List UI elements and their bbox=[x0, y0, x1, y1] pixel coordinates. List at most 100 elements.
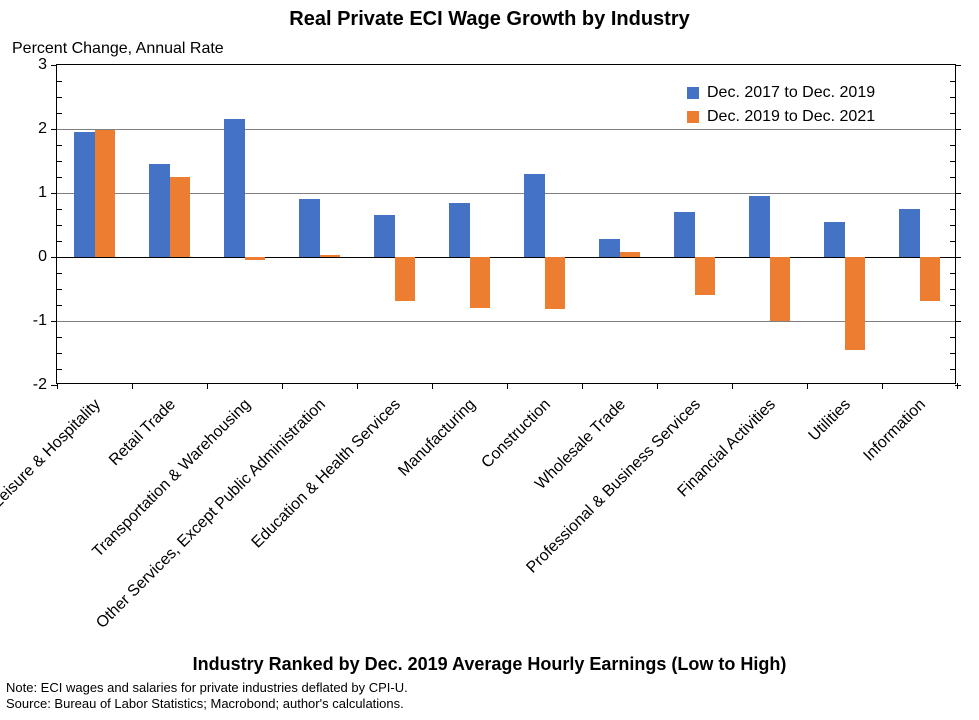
bar bbox=[899, 209, 920, 257]
y-tick bbox=[955, 193, 961, 194]
y-minor-tick bbox=[950, 161, 955, 162]
bar bbox=[524, 174, 545, 257]
y-minor-tick bbox=[950, 369, 955, 370]
y-minor-tick bbox=[950, 305, 955, 306]
bar bbox=[599, 239, 620, 257]
y-minor-tick bbox=[57, 337, 62, 338]
x-category-label: Leisure & Hospitality bbox=[0, 396, 104, 512]
y-minor-tick bbox=[57, 97, 62, 98]
bar bbox=[674, 212, 695, 257]
bar bbox=[470, 257, 491, 308]
legend-swatch bbox=[687, 87, 699, 99]
y-minor-tick bbox=[57, 241, 62, 242]
plot-area: Dec. 2017 to Dec. 2019 Dec. 2019 to Dec. … bbox=[56, 64, 956, 384]
x-tick bbox=[732, 383, 733, 389]
gridline bbox=[57, 321, 955, 322]
y-minor-tick bbox=[950, 337, 955, 338]
y-minor-tick bbox=[950, 97, 955, 98]
bar bbox=[770, 257, 791, 321]
bar bbox=[320, 255, 341, 257]
legend-label: Dec. 2019 to Dec. 2021 bbox=[707, 108, 875, 126]
x-category-label: Information bbox=[860, 396, 929, 465]
y-minor-tick bbox=[950, 273, 955, 274]
y-minor-tick bbox=[950, 81, 955, 82]
legend-item: Dec. 2017 to Dec. 2019 bbox=[687, 84, 875, 102]
x-category-label: Manufacturing bbox=[395, 396, 479, 480]
chart-note: Note: ECI wages and salaries for private… bbox=[6, 680, 408, 695]
chart-source: Source: Bureau of Labor Statistics; Macr… bbox=[6, 696, 404, 711]
y-tick bbox=[51, 321, 57, 322]
bar bbox=[245, 257, 266, 260]
gridline bbox=[57, 193, 955, 194]
y-tick bbox=[51, 257, 57, 258]
y-tick-label: -1 bbox=[33, 312, 47, 330]
y-minor-tick bbox=[950, 177, 955, 178]
x-category-label: Utilities bbox=[805, 396, 854, 445]
x-category-label: Transportation & Warehousing bbox=[89, 396, 254, 561]
x-axis-title: Industry Ranked by Dec. 2019 Average Hou… bbox=[0, 654, 979, 675]
y-minor-tick bbox=[57, 81, 62, 82]
y-tick bbox=[955, 129, 961, 130]
y-minor-tick bbox=[57, 209, 62, 210]
y-minor-tick bbox=[950, 225, 955, 226]
bar bbox=[449, 203, 470, 257]
y-tick bbox=[955, 257, 961, 258]
legend: Dec. 2017 to Dec. 2019 Dec. 2019 to Dec. … bbox=[687, 84, 875, 132]
x-tick bbox=[582, 383, 583, 389]
x-tick bbox=[57, 383, 58, 389]
y-minor-tick bbox=[57, 177, 62, 178]
y-minor-tick bbox=[950, 113, 955, 114]
x-category-label: Education & Health Services bbox=[248, 396, 404, 552]
y-tick bbox=[51, 129, 57, 130]
y-minor-tick bbox=[950, 145, 955, 146]
y-tick bbox=[51, 193, 57, 194]
chart-container: Real Private ECI Wage Growth by Industry… bbox=[0, 0, 979, 720]
x-category-label: Retail Trade bbox=[106, 396, 180, 470]
bar bbox=[749, 196, 770, 257]
y-minor-tick bbox=[57, 353, 62, 354]
legend-label: Dec. 2017 to Dec. 2019 bbox=[707, 84, 875, 102]
legend-item: Dec. 2019 to Dec. 2021 bbox=[687, 108, 875, 126]
y-minor-tick bbox=[57, 305, 62, 306]
legend-swatch bbox=[687, 111, 699, 123]
x-tick bbox=[432, 383, 433, 389]
y-minor-tick bbox=[57, 161, 62, 162]
y-minor-tick bbox=[57, 225, 62, 226]
y-minor-tick bbox=[950, 353, 955, 354]
bar bbox=[149, 164, 170, 257]
y-tick-label: 1 bbox=[38, 184, 47, 202]
bar bbox=[224, 119, 245, 257]
y-minor-tick bbox=[57, 113, 62, 114]
x-tick bbox=[957, 383, 958, 389]
bar bbox=[545, 257, 566, 309]
bar bbox=[620, 252, 641, 257]
gridline bbox=[57, 129, 955, 130]
x-tick bbox=[882, 383, 883, 389]
x-category-label: Construction bbox=[478, 396, 554, 472]
y-tick bbox=[955, 65, 961, 66]
x-tick bbox=[357, 383, 358, 389]
bar bbox=[170, 177, 191, 257]
y-minor-tick bbox=[57, 145, 62, 146]
bar bbox=[74, 132, 95, 257]
x-tick bbox=[132, 383, 133, 389]
bar bbox=[299, 199, 320, 257]
y-tick bbox=[955, 321, 961, 322]
x-tick bbox=[807, 383, 808, 389]
bar bbox=[920, 257, 941, 301]
chart-title: Real Private ECI Wage Growth by Industry bbox=[0, 8, 979, 31]
y-minor-tick bbox=[950, 209, 955, 210]
x-tick bbox=[207, 383, 208, 389]
y-tick-label: 2 bbox=[38, 120, 47, 138]
bar bbox=[95, 130, 116, 257]
y-minor-tick bbox=[950, 241, 955, 242]
x-tick bbox=[507, 383, 508, 389]
y-minor-tick bbox=[57, 273, 62, 274]
zero-line bbox=[57, 257, 955, 258]
bar bbox=[824, 222, 845, 257]
bar bbox=[695, 257, 716, 295]
x-tick bbox=[282, 383, 283, 389]
y-tick-label: 3 bbox=[38, 56, 47, 74]
y-tick bbox=[955, 385, 961, 386]
y-tick-label: -2 bbox=[33, 376, 47, 394]
